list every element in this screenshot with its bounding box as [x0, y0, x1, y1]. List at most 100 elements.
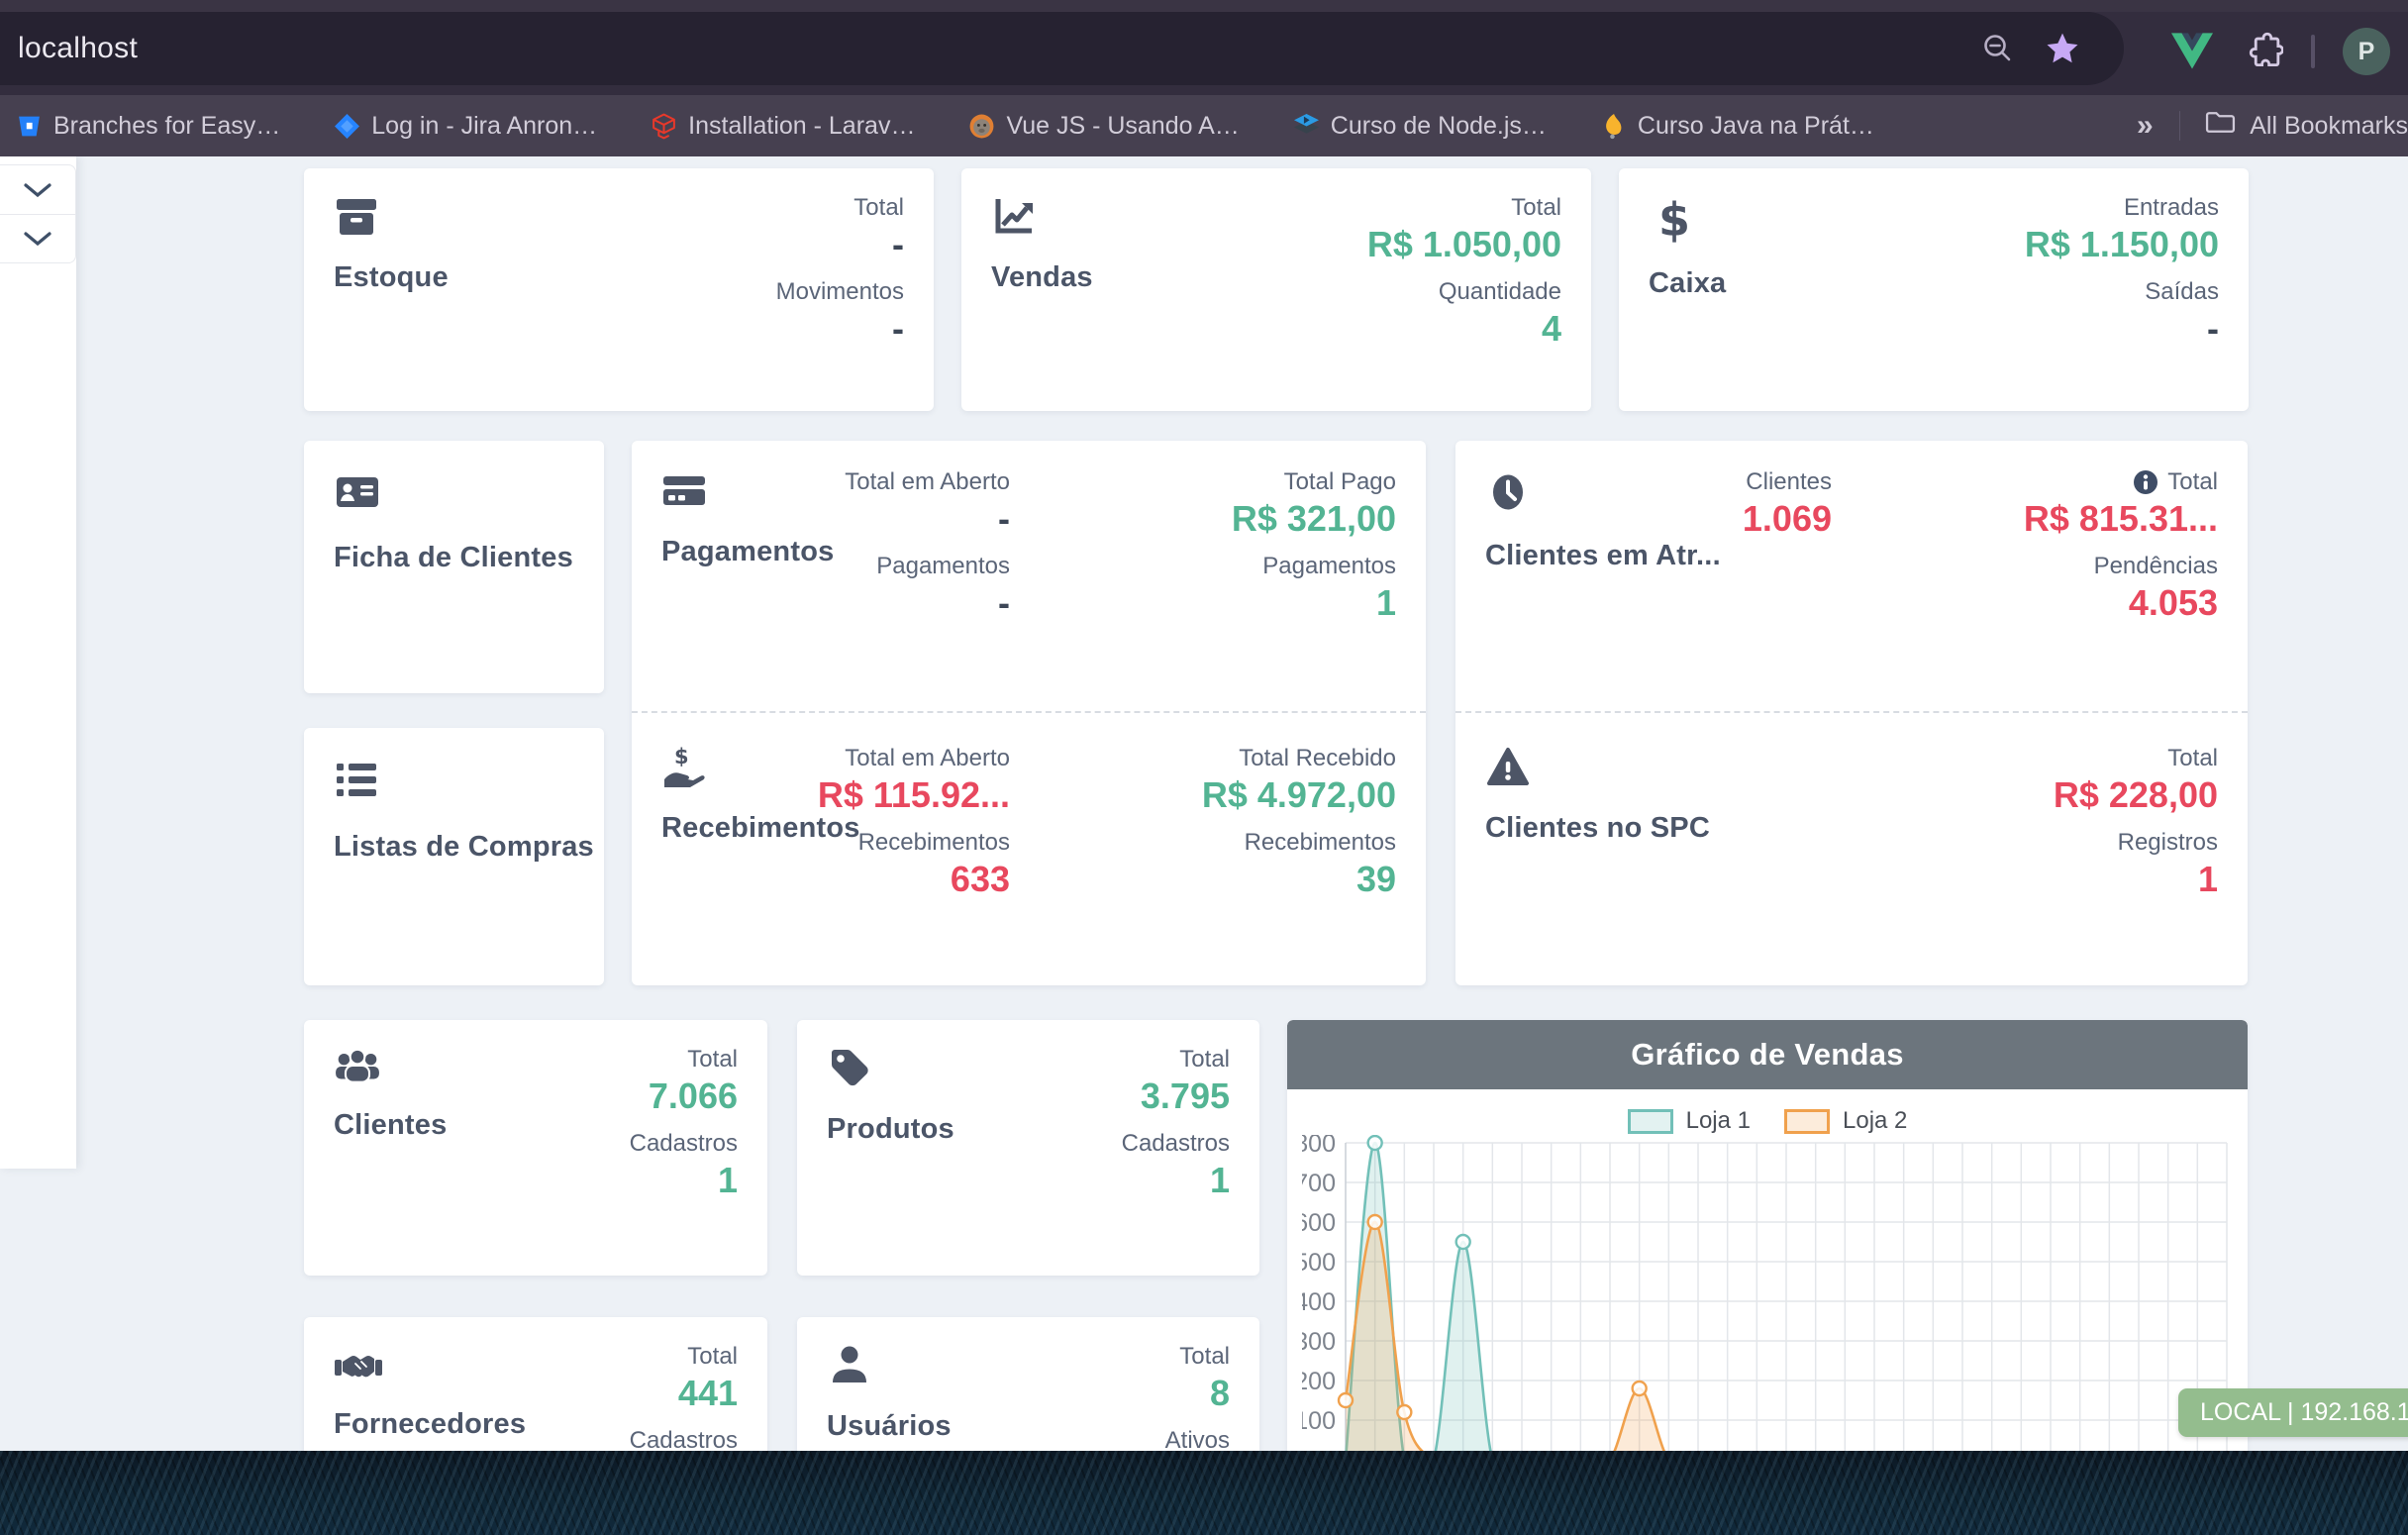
card-pagamentos-recebimentos[interactable]: Pagamentos Total em Aberto - Pagamentos - …: [632, 441, 1426, 985]
stat-value: 1: [1375, 582, 1396, 623]
stat-value: 7.066: [648, 1075, 738, 1116]
extensions-puzzle-icon[interactable]: [2244, 32, 2284, 71]
stat-value: 633: [950, 859, 1010, 899]
stat-value: -: [892, 224, 904, 264]
folder-icon: [2205, 110, 2236, 142]
card-title: Recebimentos: [661, 812, 860, 844]
warning-triangle-icon: [1485, 745, 1861, 790]
stat-value: 4: [1541, 308, 1561, 349]
card-title: Clientes em Atr...: [1485, 540, 1721, 571]
stat-value: R$ 815.31...: [2023, 498, 2218, 539]
stat-value: R$ 4.972,00: [1201, 774, 1396, 815]
vue-logo-icon[interactable]: [2168, 31, 2216, 72]
dollar-sign-icon: $: [1649, 193, 2025, 247]
profile-avatar[interactable]: P: [2343, 28, 2390, 75]
jira-icon: [334, 113, 360, 140]
card-listas-compras[interactable]: Listas de Compras: [304, 728, 604, 985]
stat-value: R$ 321,00: [1231, 498, 1396, 539]
monkey-icon: [968, 113, 995, 140]
bookmark-item[interactable]: Branches for Easy…: [16, 112, 280, 141]
id-card-icon: [334, 470, 574, 514]
zoom-out-icon[interactable]: [1981, 32, 2015, 65]
card-title: Pagamentos: [661, 536, 835, 567]
bookmarks-overflow-chevron[interactable]: »: [2137, 109, 2154, 142]
stat-value: R$ 1.050,00: [1366, 224, 1561, 264]
card-title: Vendas: [991, 261, 1093, 293]
all-bookmarks-button[interactable]: All Bookmarks: [2205, 110, 2408, 142]
info-circle-icon[interactable]: [2133, 469, 2158, 495]
stat-value: 441: [677, 1373, 738, 1413]
card-title: Estoque: [334, 261, 449, 293]
stat-value: 39: [1355, 859, 1396, 899]
url-text[interactable]: localhost: [18, 32, 139, 64]
legend-swatch: [1784, 1108, 1830, 1134]
chart-title: Gráfico de Vendas: [1287, 1020, 2248, 1089]
stat-value: R$ 1.150,00: [2024, 224, 2219, 264]
bitbucket-icon: [16, 113, 43, 140]
node-course-icon: [1293, 113, 1320, 140]
chart-line-icon: [991, 194, 1367, 240]
sales-chart-plot: 100 200 300 400 500 600 700 800: [1287, 1130, 2248, 1451]
sidebar-accordion-toggle[interactable]: [0, 214, 76, 263]
laravel-icon: [651, 113, 677, 140]
handshake-icon: [334, 1343, 630, 1386]
card-title: Caixa: [1649, 267, 1727, 299]
bookmark-item[interactable]: Log in - Jira Anron…: [334, 112, 597, 141]
toolbar-separator: [2311, 35, 2315, 68]
card-clientes[interactable]: Clientes Total 7.066 Cadastros 1: [304, 1020, 767, 1276]
svg-text:100: 100: [1302, 1407, 1336, 1435]
stat-value: 3.795: [1140, 1075, 1230, 1116]
svg-text:500: 500: [1302, 1249, 1336, 1277]
bookmarks-bar: Branches for Easy… Log in - Jira Anron… …: [0, 95, 2408, 156]
stat-value: 1: [2197, 859, 2218, 899]
card-estoque[interactable]: Estoque Total - Movimentos -: [304, 168, 934, 411]
stat-value: -: [2207, 308, 2219, 349]
stat-value: 1.069: [1742, 498, 1832, 539]
card-clientes-atraso-spc[interactable]: Clientes em Atr... Clientes 1.069 Total R…: [1455, 441, 2248, 985]
window-top-strip: [0, 0, 2408, 12]
svg-text:$: $: [1658, 194, 1690, 246]
card-caixa[interactable]: $ Caixa Entradas R$ 1.150,00 Saídas -: [1619, 168, 2249, 411]
svg-text:200: 200: [1302, 1368, 1336, 1395]
svg-text:300: 300: [1302, 1328, 1336, 1356]
card-title: Listas de Compras: [334, 831, 594, 863]
card-title: Usuários: [827, 1410, 952, 1442]
dashboard-page: Estoque Total - Movimentos - Vendas Total R…: [0, 156, 2408, 1451]
section-clientes-spc: Clientes no SPC Total R$ 228,00 Registros…: [1455, 711, 2248, 941]
archive-box-icon: [334, 194, 776, 240]
card-vendas[interactable]: Vendas Total R$ 1.050,00 Quantidade 4: [961, 168, 1591, 411]
bookmarks-separator: [2178, 111, 2180, 141]
stat-value: R$ 228,00: [2053, 774, 2218, 815]
card-title: Fornecedores: [334, 1408, 527, 1440]
users-group-icon: [334, 1046, 630, 1087]
card-ficha-clientes[interactable]: Ficha de Clientes: [304, 441, 604, 693]
card-grafico-vendas: Gráfico de Vendas Loja 1 Loja 2 100 200 30…: [1287, 1020, 2248, 1451]
bookmark-item[interactable]: Vue JS - Usando A…: [968, 112, 1240, 141]
legend-loja1[interactable]: Loja 1: [1627, 1107, 1751, 1135]
card-title: Produtos: [827, 1113, 954, 1145]
stat-value: -: [998, 582, 1010, 623]
legend-swatch: [1627, 1108, 1673, 1134]
sidebar-accordion-toggle[interactable]: [0, 164, 76, 214]
address-bar[interactable]: localhost: [0, 12, 2124, 85]
card-title: Ficha de Clientes: [334, 542, 573, 573]
card-fornecedores[interactable]: Fornecedores Total 441 Cadastros: [304, 1317, 767, 1451]
legend-loja2[interactable]: Loja 2: [1784, 1107, 1907, 1135]
chevron-down-icon: [23, 231, 52, 247]
bookmark-star-icon[interactable]: [2045, 31, 2080, 66]
tag-icon: [827, 1046, 1122, 1091]
app-sidebar: [0, 156, 76, 1169]
card-usuarios[interactable]: Usuários Total 8 Ativos: [797, 1317, 1259, 1451]
bookmark-item[interactable]: Curso de Node.js…: [1293, 112, 1547, 141]
section-pagamentos: Pagamentos Total em Aberto - Pagamentos - …: [661, 468, 1396, 623]
svg-text:$: $: [674, 745, 689, 768]
section-recebimentos: $ Recebimentos Total em Aberto R$ 115.92.…: [632, 711, 1426, 941]
bookmark-item[interactable]: Installation - Larav…: [651, 112, 915, 141]
hotmart-flame-icon: [1600, 113, 1627, 140]
hand-holding-dollar-icon: $: [661, 745, 812, 790]
bookmark-item[interactable]: Curso Java na Prát…: [1600, 112, 1874, 141]
stat-value: 1: [717, 1160, 738, 1200]
card-produtos[interactable]: Produtos Total 3.795 Cadastros 1: [797, 1020, 1259, 1276]
stat-value: -: [892, 308, 904, 349]
user-icon: [827, 1343, 1165, 1388]
